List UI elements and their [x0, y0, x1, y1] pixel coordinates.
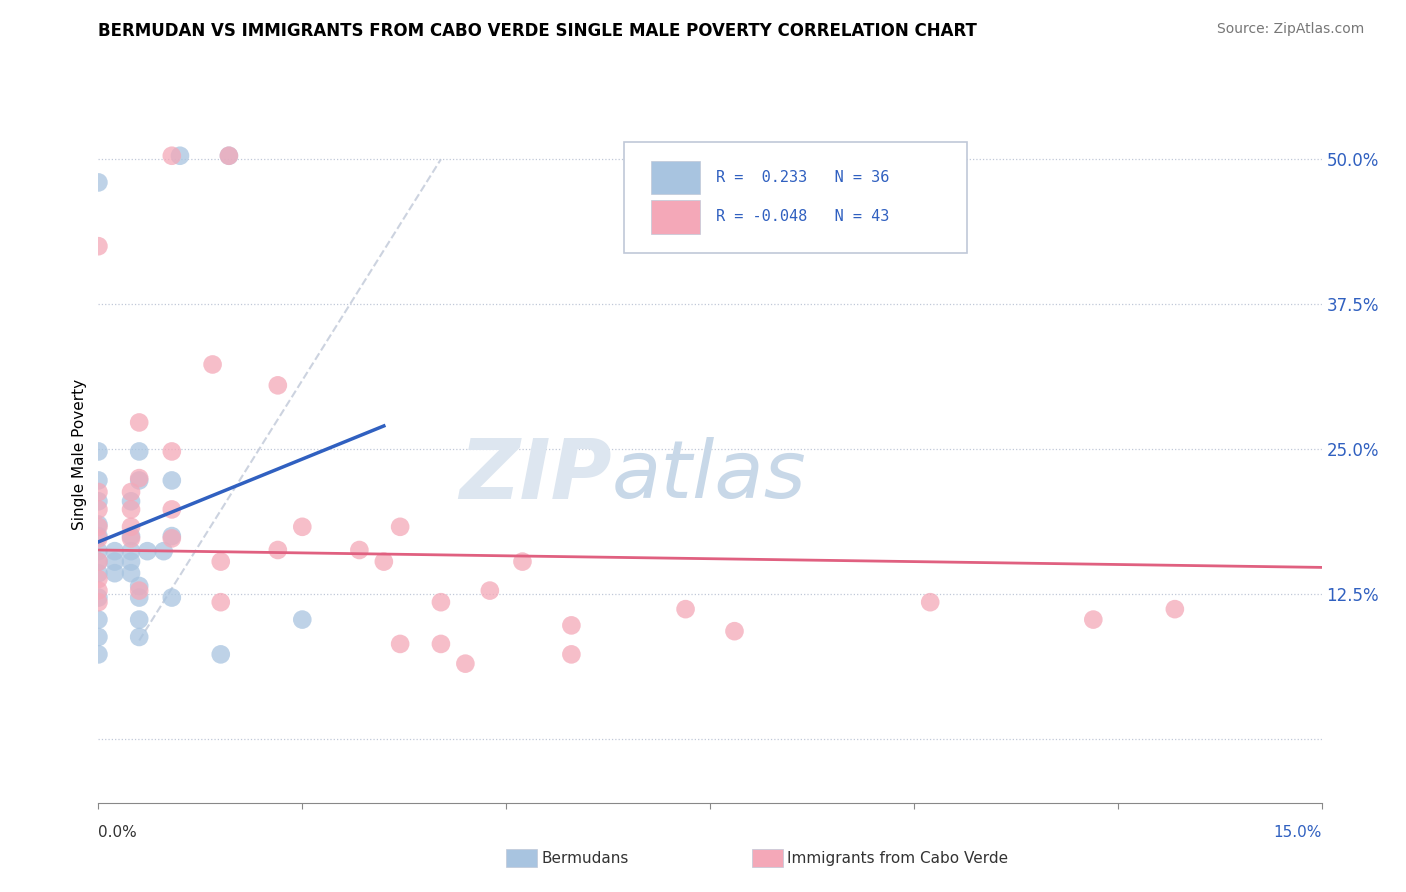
Text: 15.0%: 15.0% [1274, 825, 1322, 840]
Point [478, 583, 501, 598]
Point [87, 520, 110, 534]
Point [87, 544, 110, 558]
Point [128, 444, 150, 458]
Point [920, 595, 942, 609]
Point [152, 544, 174, 558]
Point [209, 648, 232, 662]
Point [87, 583, 110, 598]
Point [291, 613, 314, 627]
Point [87, 595, 110, 609]
Point [160, 502, 183, 516]
Text: 0.0%: 0.0% [98, 825, 138, 840]
Point [675, 602, 697, 616]
Point [87, 175, 110, 190]
Point [454, 657, 477, 671]
Point [267, 543, 290, 558]
Point [120, 529, 142, 543]
Point [160, 444, 183, 458]
Point [87, 572, 110, 586]
Point [128, 630, 150, 644]
Text: BERMUDAN VS IMMIGRANTS FROM CABO VERDE SINGLE MALE POVERTY CORRELATION CHART: BERMUDAN VS IMMIGRANTS FROM CABO VERDE S… [98, 22, 977, 40]
Point [389, 520, 412, 534]
Text: R = -0.048   N = 43: R = -0.048 N = 43 [716, 210, 890, 225]
Point [87, 566, 110, 581]
Point [87, 529, 110, 543]
Point [87, 517, 110, 532]
Point [201, 358, 224, 372]
Point [1164, 602, 1187, 616]
Point [169, 149, 191, 163]
Point [128, 474, 150, 488]
Point [120, 532, 142, 546]
Point [128, 471, 150, 485]
Point [87, 444, 110, 458]
Point [120, 485, 142, 500]
Point [209, 595, 232, 609]
Point [87, 502, 110, 516]
Point [291, 520, 314, 534]
Point [87, 613, 110, 627]
Point [87, 485, 110, 500]
Point [218, 149, 240, 163]
Bar [651, 201, 700, 234]
Point [104, 544, 127, 558]
Point [160, 529, 183, 543]
Point [209, 555, 232, 569]
Point [160, 474, 183, 488]
Point [104, 555, 127, 569]
Point [87, 630, 110, 644]
Point [120, 555, 142, 569]
Text: Bermudans: Bermudans [541, 851, 628, 865]
Point [128, 613, 150, 627]
Point [389, 637, 412, 651]
Point [160, 591, 183, 605]
Point [1083, 613, 1105, 627]
Text: R =  0.233   N = 36: R = 0.233 N = 36 [716, 169, 890, 185]
Point [87, 474, 110, 488]
Point [560, 648, 582, 662]
Bar [651, 161, 700, 194]
Point [373, 555, 395, 569]
Point [120, 520, 142, 534]
Point [128, 416, 150, 430]
Point [104, 566, 127, 581]
Point [723, 624, 745, 639]
Point [128, 579, 150, 593]
Y-axis label: Single Male Poverty: Single Male Poverty [72, 379, 87, 531]
Point [87, 494, 110, 508]
Point [160, 532, 183, 546]
Point [120, 544, 142, 558]
Point [512, 555, 534, 569]
Text: Source: ZipAtlas.com: Source: ZipAtlas.com [1216, 22, 1364, 37]
Point [560, 618, 582, 632]
Point [218, 149, 240, 163]
Point [87, 239, 110, 253]
Text: atlas: atlas [612, 437, 807, 515]
Point [136, 544, 159, 558]
Point [160, 149, 183, 163]
Point [128, 591, 150, 605]
Point [128, 583, 150, 598]
Point [87, 591, 110, 605]
Point [87, 555, 110, 569]
Point [430, 637, 453, 651]
Point [349, 543, 371, 558]
Text: Immigrants from Cabo Verde: Immigrants from Cabo Verde [787, 851, 1008, 865]
Point [120, 566, 142, 581]
Point [120, 502, 142, 516]
Point [430, 595, 453, 609]
Point [87, 555, 110, 569]
Text: ZIP: ZIP [460, 435, 612, 516]
Point [87, 532, 110, 546]
Point [120, 494, 142, 508]
Point [87, 648, 110, 662]
Point [267, 378, 290, 392]
FancyBboxPatch shape [624, 142, 967, 253]
